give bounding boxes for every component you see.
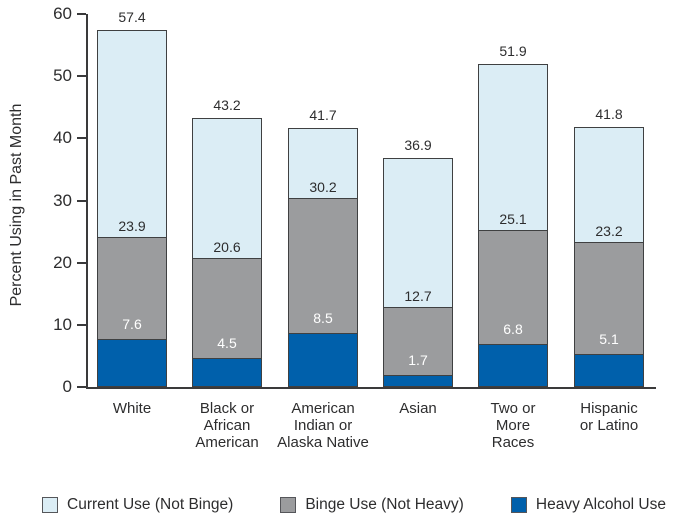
total-value-label: 41.8 bbox=[595, 106, 623, 123]
total-value-label: 43.2 bbox=[213, 97, 241, 114]
binge-cumulative-value-label: 20.6 bbox=[213, 238, 241, 255]
binge-cumulative-value-label: 23.2 bbox=[595, 222, 623, 239]
heavy-value-label: 5.1 bbox=[599, 331, 619, 348]
y-axis-title: Percent Using in Past Month bbox=[8, 103, 25, 307]
bar-segment-binge-use bbox=[384, 307, 452, 386]
y-axis-tick-label: 30 bbox=[53, 190, 72, 210]
bar-3 bbox=[383, 157, 453, 387]
heavy-value-label: 6.8 bbox=[503, 320, 523, 337]
total-value-label: 51.9 bbox=[499, 43, 527, 60]
y-axis-tick bbox=[77, 13, 86, 15]
y-axis-tick-label: 10 bbox=[53, 314, 72, 334]
bar-segment-heavy-use bbox=[575, 354, 643, 386]
legend: Current Use (Not Binge) Binge Use (Not H… bbox=[42, 496, 666, 514]
legend-item-binge-use: Binge Use (Not Heavy) bbox=[280, 496, 464, 514]
x-axis-category-label: Two or More Races bbox=[490, 400, 536, 451]
heavy-value-label: 7.6 bbox=[122, 315, 142, 332]
bar-0 bbox=[97, 30, 167, 387]
y-axis-tick-label: 20 bbox=[53, 252, 72, 272]
x-axis-category-label: Black or African American bbox=[195, 400, 259, 451]
y-axis-tick bbox=[77, 323, 86, 326]
bar-segment-heavy-use bbox=[384, 375, 452, 386]
bar-5 bbox=[574, 127, 644, 387]
legend-item-current-use: Current Use (Not Binge) bbox=[42, 496, 233, 514]
plot-area: 0 10 20 30 40 50 60 57.4 23.9 7.6 White 43.2 20.6 4.5… bbox=[53, 4, 656, 451]
binge-cumulative-value-label: 23.9 bbox=[118, 218, 146, 235]
bar-segment-heavy-use bbox=[289, 333, 357, 386]
x-axis-category-label: Asian bbox=[399, 400, 437, 417]
y-axis-tick bbox=[77, 137, 86, 140]
total-value-label: 57.4 bbox=[118, 9, 146, 26]
bar-1 bbox=[192, 118, 262, 387]
x-axis-category-label: Hispanic or Latino bbox=[579, 400, 639, 434]
heavy-value-label: 1.7 bbox=[408, 352, 428, 369]
bar-segment-heavy-use bbox=[98, 338, 166, 386]
y-axis-tick bbox=[77, 75, 86, 78]
bar-segment-heavy-use bbox=[479, 343, 547, 386]
binge-cumulative-value-label: 30.2 bbox=[309, 179, 337, 196]
legend-label-current-use: Current Use (Not Binge) bbox=[67, 496, 234, 513]
x-axis-category-label: White bbox=[112, 400, 152, 417]
y-axis-tick bbox=[77, 386, 86, 388]
x-axis-category-label: American Indian or Alaska Native bbox=[277, 400, 369, 451]
y-axis-tick-label: 0 bbox=[62, 377, 72, 396]
legend-label-heavy-use: Heavy Alcohol Use bbox=[535, 496, 666, 513]
bar-2 bbox=[288, 127, 358, 387]
y-axis-tick bbox=[77, 261, 86, 264]
total-value-label: 36.9 bbox=[404, 136, 432, 153]
y-axis-tick-label: 50 bbox=[53, 66, 72, 86]
binge-cumulative-value-label: 12.7 bbox=[404, 288, 432, 305]
y-axis-tick-label: 40 bbox=[53, 128, 72, 148]
heavy-use-swatch-icon bbox=[510, 497, 527, 513]
legend-item-heavy-use: Heavy Alcohol Use bbox=[510, 496, 666, 514]
total-value-label: 41.7 bbox=[309, 106, 337, 123]
binge-use-swatch-icon bbox=[280, 497, 297, 513]
bar-segment-heavy-use bbox=[193, 358, 261, 386]
heavy-value-label: 8.5 bbox=[313, 310, 333, 327]
y-axis-tick-label: 60 bbox=[53, 4, 72, 23]
legend-label-binge-use: Binge Use (Not Heavy) bbox=[305, 496, 464, 513]
y-axis-tick bbox=[77, 199, 86, 202]
heavy-value-label: 4.5 bbox=[217, 335, 237, 352]
current-use-swatch-icon bbox=[42, 497, 58, 513]
bar-4 bbox=[478, 64, 548, 387]
binge-cumulative-value-label: 25.1 bbox=[499, 210, 527, 227]
